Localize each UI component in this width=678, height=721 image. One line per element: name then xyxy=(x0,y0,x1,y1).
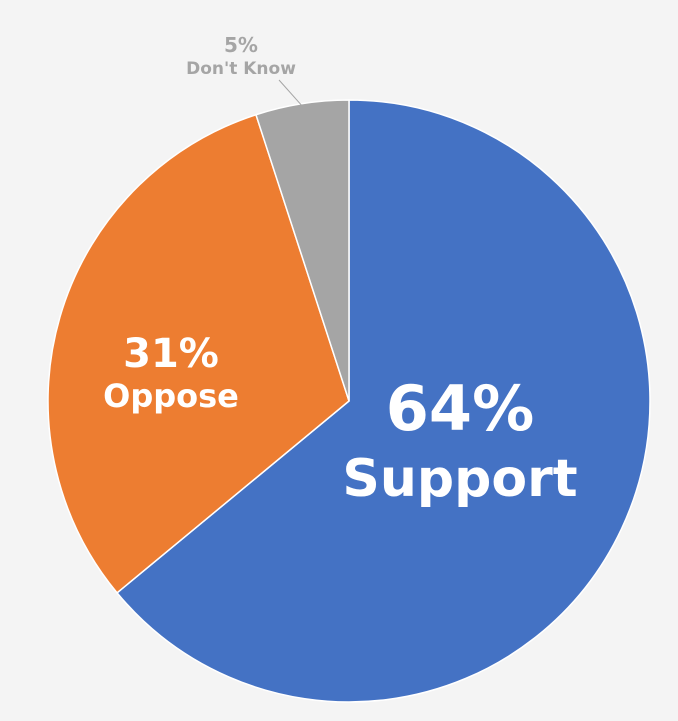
slice-value-label: 31% xyxy=(123,331,219,377)
pie-slice-oppose xyxy=(47,113,350,594)
slice-label-oppose: 31%Oppose xyxy=(103,331,239,415)
slice-value-label: 64% xyxy=(386,372,534,445)
slice-category-label: Don't Know xyxy=(186,59,296,79)
slice-label-don-t-know: 5%Don't Know xyxy=(186,33,303,107)
slice-value-label: 5% xyxy=(224,33,258,57)
slice-category-label: Support xyxy=(342,449,577,509)
pie-slice-don-t-know xyxy=(255,99,350,402)
labels-layer: 64%Support 31%Oppose 5%Don't Know xyxy=(103,33,577,509)
leader-line xyxy=(278,79,303,107)
pie-slice-support xyxy=(116,99,651,703)
slice-label-support: 64%Support xyxy=(342,372,577,509)
slices-layer xyxy=(47,99,651,703)
slice-category-label: Oppose xyxy=(103,377,239,415)
